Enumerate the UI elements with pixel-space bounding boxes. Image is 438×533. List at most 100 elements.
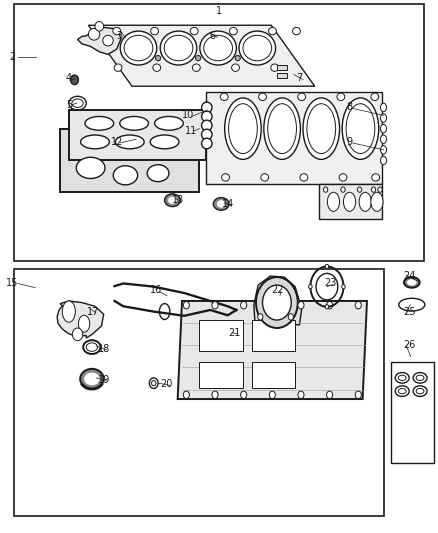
Circle shape <box>342 285 345 289</box>
Polygon shape <box>69 110 206 160</box>
Ellipse shape <box>190 27 198 35</box>
Circle shape <box>240 302 247 309</box>
Ellipse shape <box>225 98 261 159</box>
Bar <box>14 4 424 261</box>
Ellipse shape <box>222 174 230 181</box>
Ellipse shape <box>213 198 229 211</box>
Bar <box>199 362 243 389</box>
Circle shape <box>269 391 276 399</box>
Text: 16: 16 <box>150 285 162 295</box>
Circle shape <box>212 391 218 399</box>
Ellipse shape <box>381 114 387 122</box>
Circle shape <box>309 285 312 289</box>
Ellipse shape <box>371 192 383 212</box>
Ellipse shape <box>192 64 200 71</box>
Ellipse shape <box>150 135 179 149</box>
Circle shape <box>341 187 345 192</box>
Circle shape <box>184 302 189 309</box>
Text: 12: 12 <box>110 137 123 147</box>
Text: 4: 4 <box>66 73 72 83</box>
Circle shape <box>355 302 361 309</box>
Ellipse shape <box>155 116 184 130</box>
Bar <box>277 65 287 70</box>
Circle shape <box>371 187 376 192</box>
Text: 1: 1 <box>216 6 222 16</box>
Ellipse shape <box>293 27 300 35</box>
Ellipse shape <box>298 93 306 101</box>
Ellipse shape <box>327 192 339 212</box>
Text: 25: 25 <box>403 306 416 317</box>
Ellipse shape <box>62 301 75 322</box>
Ellipse shape <box>201 120 212 131</box>
Circle shape <box>269 302 276 309</box>
Bar <box>252 362 295 389</box>
Ellipse shape <box>307 104 336 154</box>
Ellipse shape <box>343 192 356 212</box>
Text: 2: 2 <box>9 52 15 62</box>
Ellipse shape <box>381 124 387 133</box>
Text: 14: 14 <box>222 199 234 209</box>
Ellipse shape <box>337 93 345 101</box>
Ellipse shape <box>243 35 272 61</box>
Text: 6: 6 <box>209 31 215 41</box>
Polygon shape <box>319 184 382 219</box>
Text: 19: 19 <box>98 375 110 385</box>
Ellipse shape <box>381 156 387 165</box>
Text: 7: 7 <box>297 73 303 83</box>
Polygon shape <box>88 25 315 86</box>
Ellipse shape <box>84 373 100 385</box>
Ellipse shape <box>303 98 339 159</box>
Ellipse shape <box>76 157 105 179</box>
Text: 22: 22 <box>272 285 284 295</box>
Polygon shape <box>206 92 382 184</box>
Ellipse shape <box>268 27 276 35</box>
Ellipse shape <box>78 316 90 332</box>
Ellipse shape <box>95 21 104 31</box>
Bar <box>14 269 385 516</box>
Circle shape <box>71 75 78 85</box>
Bar <box>277 73 287 78</box>
Text: 15: 15 <box>6 278 18 288</box>
Ellipse shape <box>195 55 201 61</box>
Ellipse shape <box>381 103 387 112</box>
Text: 26: 26 <box>403 340 416 350</box>
Ellipse shape <box>155 55 161 61</box>
Ellipse shape <box>151 27 159 35</box>
Text: 23: 23 <box>324 278 336 288</box>
Ellipse shape <box>160 31 197 65</box>
Ellipse shape <box>114 64 122 71</box>
Circle shape <box>357 187 362 192</box>
Text: 21: 21 <box>228 328 240 338</box>
Ellipse shape <box>371 93 379 101</box>
Ellipse shape <box>258 93 266 101</box>
Circle shape <box>325 305 328 309</box>
Ellipse shape <box>342 98 379 159</box>
Ellipse shape <box>239 31 276 65</box>
Circle shape <box>258 314 263 320</box>
Text: 24: 24 <box>403 271 416 280</box>
Ellipse shape <box>346 104 375 154</box>
Text: 10: 10 <box>182 110 194 120</box>
Bar <box>391 362 434 463</box>
Ellipse shape <box>217 200 226 208</box>
Ellipse shape <box>232 64 240 71</box>
Ellipse shape <box>201 111 212 122</box>
Polygon shape <box>60 128 199 192</box>
Ellipse shape <box>113 166 138 185</box>
Ellipse shape <box>339 174 347 181</box>
Ellipse shape <box>120 116 148 130</box>
Text: 13: 13 <box>172 195 184 205</box>
Bar <box>199 319 243 351</box>
Ellipse shape <box>201 102 212 113</box>
Ellipse shape <box>404 277 420 288</box>
Text: 11: 11 <box>184 126 197 136</box>
Text: 5: 5 <box>66 100 72 110</box>
Text: 18: 18 <box>98 344 110 354</box>
Ellipse shape <box>201 129 212 140</box>
Ellipse shape <box>85 116 114 130</box>
Ellipse shape <box>124 35 153 61</box>
Circle shape <box>212 302 218 309</box>
Ellipse shape <box>165 194 180 207</box>
Ellipse shape <box>235 55 240 61</box>
Ellipse shape <box>103 35 113 46</box>
